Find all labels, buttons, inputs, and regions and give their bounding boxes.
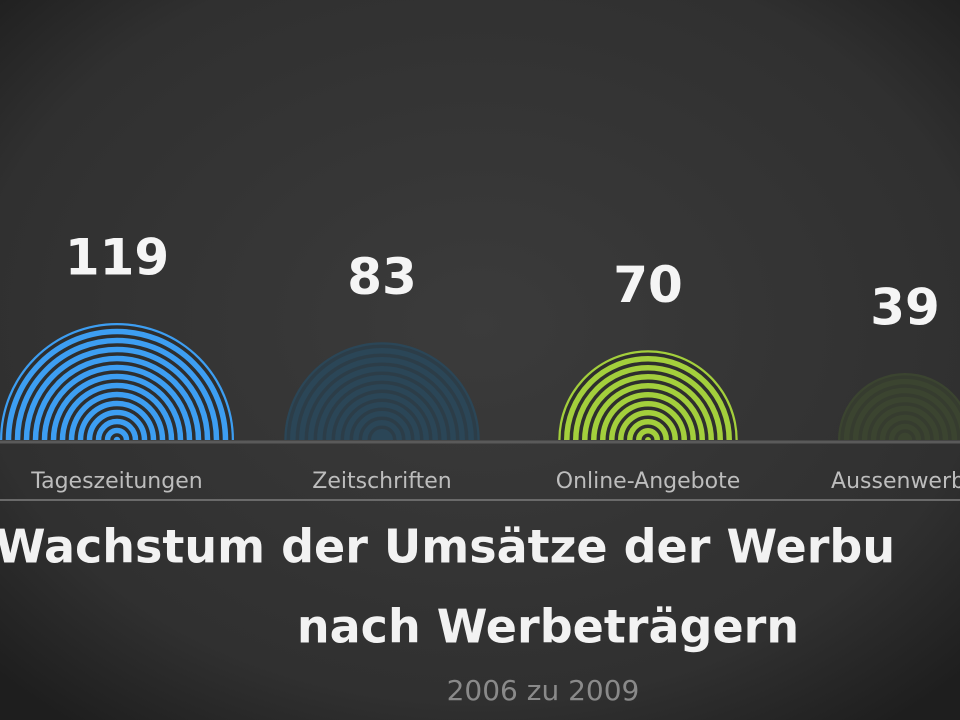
category-label: Tageszeitungen — [30, 469, 202, 494]
semicircle — [838, 373, 960, 440]
ring — [304, 362, 460, 441]
ring — [367, 425, 397, 441]
ring — [358, 416, 406, 441]
ring — [596, 388, 700, 441]
ring — [885, 420, 925, 441]
value-label: 39 — [870, 279, 940, 337]
semicircle — [284, 342, 480, 440]
ring — [876, 411, 934, 441]
ring — [867, 402, 943, 441]
ring — [569, 361, 727, 441]
ring — [92, 415, 142, 441]
ring — [349, 407, 415, 441]
ring — [587, 379, 709, 441]
category-label: Online-Angebote — [556, 469, 741, 494]
ring — [65, 388, 169, 441]
ring — [11, 334, 223, 441]
chart-title: Wachstum der Umsätze der Werbu — [0, 520, 895, 574]
ring — [340, 398, 424, 441]
ring — [894, 429, 916, 441]
chart-title: nach Werbeträgern — [297, 600, 799, 654]
ring — [74, 397, 160, 441]
ring — [29, 352, 205, 441]
ring — [578, 370, 718, 441]
ring — [331, 389, 433, 441]
category-label: Zeitschriften — [312, 469, 451, 494]
ring — [560, 352, 736, 441]
ring — [286, 344, 478, 441]
category-label: Aussenwerbu — [831, 469, 960, 494]
value-label: 119 — [65, 229, 169, 287]
ring — [623, 415, 673, 441]
value-label: 70 — [613, 256, 683, 314]
ring — [641, 433, 655, 441]
ring — [840, 375, 960, 441]
ring — [101, 424, 133, 441]
ring — [2, 325, 232, 441]
value-label: 83 — [347, 248, 417, 306]
ring — [83, 406, 151, 441]
ring — [110, 433, 124, 441]
ring — [20, 343, 214, 441]
ring — [632, 424, 664, 441]
chart-subtitle: 2006 zu 2009 — [447, 674, 640, 707]
ring — [38, 361, 196, 441]
ring — [47, 370, 187, 441]
ring — [295, 353, 469, 441]
ring — [849, 384, 960, 441]
ring — [56, 379, 178, 441]
ring — [614, 406, 682, 441]
ring — [858, 393, 952, 441]
ring — [313, 371, 451, 441]
ring — [322, 380, 442, 441]
ring — [605, 397, 691, 441]
